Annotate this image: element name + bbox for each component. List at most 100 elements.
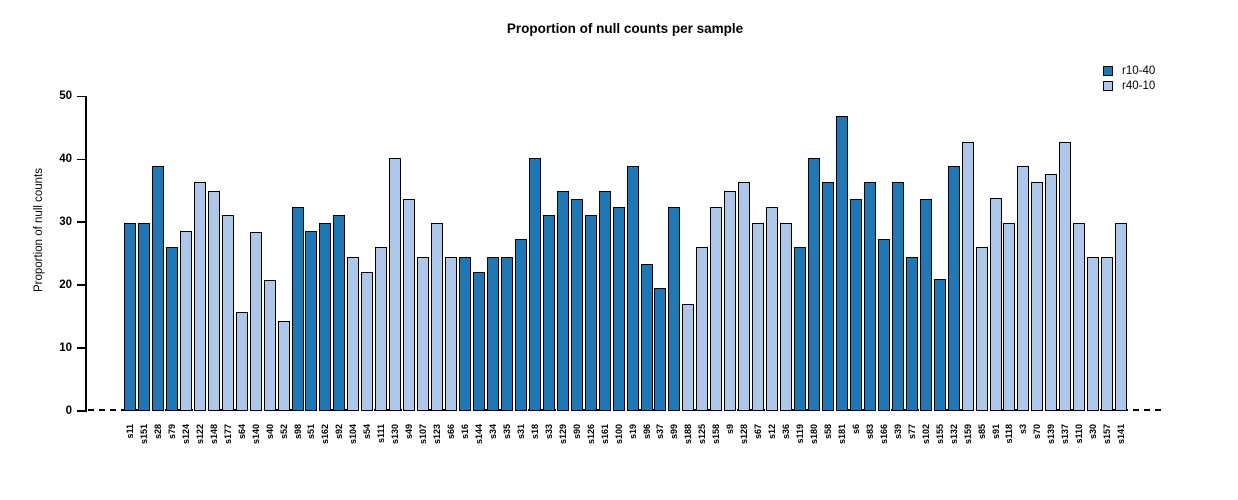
bar-s16	[459, 257, 471, 411]
bar-s51	[305, 231, 317, 411]
x-tick-label-s124: s124	[181, 424, 191, 445]
x-tick-label-s119: s119	[795, 424, 805, 444]
x-tick-label-s162: s162	[320, 424, 330, 445]
bar-s37	[654, 288, 666, 411]
x-tick-label-s77: s77	[907, 424, 917, 440]
x-tick-label-s140: s140	[251, 424, 261, 445]
bar-s118	[1003, 223, 1015, 411]
x-tick-label-s70: s70	[1032, 424, 1042, 440]
bar-s155	[934, 279, 946, 411]
legend: r10-40 r40-10	[1103, 63, 1155, 93]
y-tick-label: 30	[59, 216, 72, 229]
bar-s35	[501, 257, 513, 411]
bar-s12	[766, 207, 778, 411]
y-tick-label: 20	[59, 279, 72, 292]
bar-s177	[222, 215, 234, 411]
x-tick-label-s6: s6	[851, 424, 861, 435]
legend-item-r40-10: r40-10	[1103, 78, 1155, 93]
bar-s126	[585, 215, 597, 411]
bar-s49	[403, 199, 415, 411]
x-tick-label-s35: s35	[502, 424, 512, 440]
x-tick-label-s12: s12	[767, 424, 777, 440]
y-tick-label: 0	[65, 405, 72, 417]
x-tick-label-s155: s155	[935, 424, 945, 445]
x-tick-label-s39: s39	[893, 424, 903, 440]
x-tick-label-s125: s125	[697, 424, 707, 445]
bar-s111	[375, 247, 387, 411]
legend-swatch-icon	[1103, 65, 1113, 76]
x-tick-label-s92: s92	[334, 424, 344, 440]
bar-s77	[906, 257, 918, 411]
x-tick-label-s126: s126	[586, 424, 596, 445]
bar-s107	[417, 257, 429, 411]
bar-s67	[752, 223, 764, 411]
bar-s40	[264, 280, 276, 411]
x-tick-label-s54: s54	[362, 424, 372, 440]
x-tick-label-s148: s148	[209, 424, 219, 445]
bar-s123	[431, 223, 443, 411]
x-tick-label-s51: s51	[306, 424, 316, 440]
bar-s58	[822, 182, 834, 411]
bar-s30	[1087, 257, 1099, 411]
y-axis-label: Proportion of null counts	[33, 167, 45, 293]
bar-s31	[515, 239, 527, 411]
x-tick-label-s111: s111	[376, 424, 386, 444]
bar-s139	[1045, 174, 1057, 411]
x-tick-label-s58: s58	[823, 424, 833, 440]
bar-s92	[333, 215, 345, 411]
bar-s161	[599, 191, 611, 411]
y-tick	[77, 95, 85, 98]
bar-s33	[543, 215, 555, 411]
x-tick-label-s151: s151	[139, 424, 149, 445]
bar-s96	[641, 264, 653, 411]
bar-s148	[208, 191, 220, 411]
bar-s99	[668, 207, 680, 411]
x-tick-label-s9: s9	[725, 424, 735, 435]
bar-s140	[250, 232, 262, 411]
x-tick-label-s30: s30	[1088, 424, 1098, 440]
x-tick-label-s110: s110	[1074, 424, 1084, 444]
bar-s102	[920, 199, 932, 411]
x-tick-label-s102: s102	[921, 424, 931, 445]
x-tick-label-s129: s129	[558, 424, 568, 445]
bar-s162	[319, 223, 331, 411]
bar-s52	[278, 321, 290, 411]
bar-s90	[571, 199, 583, 411]
bar-s70	[1031, 182, 1043, 411]
bar-s11	[124, 223, 136, 411]
legend-label: r10-40	[1122, 64, 1156, 77]
bar-s36	[780, 223, 792, 411]
bar-s144	[473, 272, 485, 411]
bar-s124	[180, 231, 192, 411]
bar-s28	[152, 166, 164, 411]
bar-s157	[1101, 257, 1113, 411]
x-tick-label-s159: s159	[963, 424, 973, 445]
bar-s188	[682, 304, 694, 411]
x-tick-label-s181: s181	[837, 424, 847, 445]
x-tick-label-s91: s91	[991, 424, 1001, 440]
x-tick-label-s123: s123	[432, 424, 442, 445]
bar-s54	[361, 272, 373, 411]
bar-s91	[990, 198, 1002, 411]
x-tick-label-s11: s11	[125, 424, 135, 439]
bar-s129	[557, 191, 569, 411]
x-tick-label-s37: s37	[655, 424, 665, 440]
x-tick-label-s18: s18	[530, 424, 540, 440]
bar-s3	[1017, 166, 1029, 411]
y-tick-label: 50	[59, 90, 72, 103]
x-tick-label-s137: s137	[1060, 424, 1070, 445]
x-tick-label-s141: s141	[1116, 424, 1126, 445]
legend-label: r40-10	[1122, 79, 1156, 92]
x-tick-label-s132: s132	[949, 424, 959, 445]
bar-s137	[1059, 142, 1071, 411]
bar-s125	[696, 247, 708, 411]
x-tick-label-s161: s161	[600, 424, 610, 445]
bar-s6	[850, 199, 862, 411]
x-tick-label-s166: s166	[879, 424, 889, 445]
x-tick-label-s85: s85	[977, 424, 987, 440]
bar-s19	[627, 166, 639, 411]
y-tick	[77, 284, 85, 286]
chart-title: Proportion of null counts per sample	[506, 21, 744, 36]
bar-s158	[710, 207, 722, 411]
x-tick-label-s96: s96	[642, 424, 652, 440]
